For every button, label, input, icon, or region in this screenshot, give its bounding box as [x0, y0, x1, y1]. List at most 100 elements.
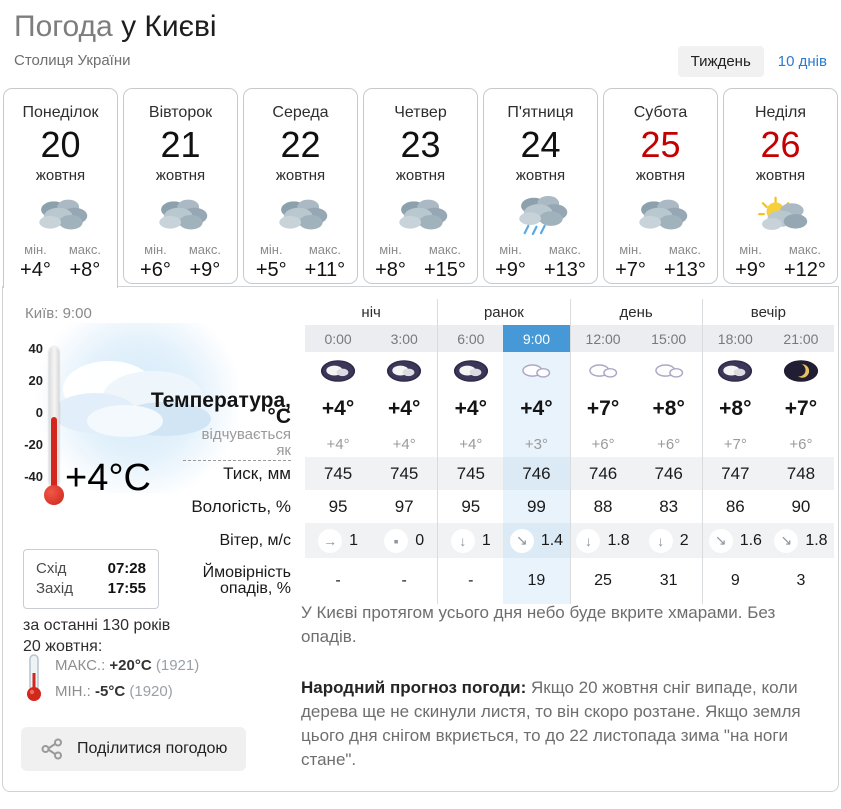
overcast-icon	[364, 192, 477, 238]
pressure-value: 746	[635, 457, 702, 490]
thermometer-mercury	[51, 417, 57, 493]
pressure-value: 746	[569, 457, 636, 490]
day-tab-20[interactable]: Понеділок 20 жовтня мін. +4° макс. +8°	[3, 88, 118, 288]
wind-speed: 1.6	[739, 531, 762, 549]
temperature-value: +8°	[652, 396, 685, 420]
time-cell-3:00[interactable]: 3:00	[371, 325, 438, 352]
max-label: макс.	[548, 242, 581, 257]
precipitation-value: 9	[701, 558, 768, 604]
wind-direction-icon: ↓	[576, 528, 601, 553]
day-tab-23[interactable]: Четвер 23 жовтня мін. +8° макс. +15°	[363, 88, 478, 284]
day-tab-24[interactable]: П'ятниця 24 жовтня мін. +9° макс. +13°	[483, 88, 598, 284]
wind-speed: 1.4	[540, 531, 564, 549]
overcast-icon	[4, 192, 117, 238]
record-max-row: МАКС.: +20°C (1921)	[55, 653, 199, 679]
wind-speed: 1.8	[607, 531, 630, 549]
min-label: мін.	[259, 242, 283, 257]
share-weather-button[interactable]: Поділитися погодою	[21, 727, 247, 771]
precipitation-row: Ймовірність опадів, % - - -19 25 31 9 3	[183, 558, 834, 604]
day-tab-26[interactable]: Неділя 26 жовтня мін. +9° макс. +12°	[723, 88, 838, 284]
tab-min-max: мін. +4° макс. +8°	[4, 242, 117, 282]
thermometer-scale-label: 40	[28, 341, 43, 356]
max-label: макс.	[788, 242, 821, 257]
pressure-value: 747	[701, 457, 768, 490]
day-tab-22[interactable]: Середа 22 жовтня мін. +5° макс. +11°	[243, 88, 358, 284]
min-label: мін.	[619, 242, 642, 257]
precipitation-value: -	[437, 558, 503, 604]
feels-like-value: +6°	[569, 427, 636, 461]
tab-date: 21	[160, 124, 201, 165]
min-temp: +6°	[140, 259, 171, 281]
time-cell-21:00[interactable]: 21:00	[767, 325, 834, 352]
sunset-label: Захід	[36, 580, 73, 597]
current-temperature: +4°C	[65, 457, 151, 499]
sunset-time: 17:55	[107, 580, 146, 597]
temperature-value: +8°	[701, 390, 768, 427]
humidity-value: 95	[437, 490, 503, 523]
pressure-value: 745	[437, 457, 504, 490]
wind-direction-icon: ↓	[648, 528, 673, 553]
day-cloud-icon	[636, 352, 702, 390]
ten-days-link[interactable]: 10 днів	[777, 53, 827, 70]
day-cloud-icon	[569, 352, 636, 390]
min-temp: +7°	[615, 259, 646, 281]
time-header-row: 0:00 3:00 6:00 9:00 12:00 15:00 18:00 21:00	[183, 325, 834, 352]
forecast-summary: У Києві протягом усього дня небо буде вк…	[301, 601, 824, 772]
day-tab-21[interactable]: Вівторок 21 жовтня мін. +6° макс. +9°	[123, 88, 238, 284]
big-cloud-illustration	[29, 323, 239, 493]
week-view-button[interactable]: Тиждень	[677, 46, 764, 77]
min-label: мін.	[144, 242, 167, 257]
wind-value: ▪ 0	[371, 523, 438, 558]
max-temp: +9°	[189, 259, 221, 281]
partly-sunny-icon	[724, 192, 837, 238]
thermometer: 40 20 0 -20 -40	[15, 341, 73, 513]
folk-forecast: Народний прогноз погоди: Якщо 20 жовтня …	[301, 676, 824, 772]
rain-icon	[484, 192, 597, 238]
tab-month: жовтня	[755, 167, 806, 184]
tab-month: жовтня	[155, 167, 206, 184]
wind-row-label: Вітер, м/с	[219, 531, 291, 549]
min-label: мін.	[379, 242, 402, 257]
wind-direction-icon: →	[318, 528, 343, 553]
wind-value: ↘ 1.4	[503, 523, 570, 558]
time-cell-9:00[interactable]: 9:00	[503, 325, 570, 352]
period-label-3: день	[569, 299, 702, 325]
time-cell-6:00[interactable]: 6:00	[437, 325, 504, 352]
share-button-label: Поділитися погодою	[77, 740, 228, 757]
time-cell-12:00[interactable]: 12:00	[569, 325, 636, 352]
tab-min-max: мін. +6° макс. +9°	[124, 242, 237, 282]
feels-like-tooltip-trigger[interactable]: відчувається як	[183, 427, 291, 461]
feels-like-value: +4°	[437, 427, 503, 461]
page-title-gray: Погода	[14, 10, 113, 43]
precipitation-value: 31	[659, 572, 678, 589]
tab-min-max: мін. +8° макс. +15°	[364, 242, 477, 282]
tab-date: 20	[40, 124, 81, 165]
wind-speed: 1.8	[805, 531, 828, 549]
max-label: макс.	[68, 242, 101, 257]
temperature-records: МАКС.: +20°C (1921) МІН.: -5°C (1920)	[23, 653, 199, 705]
humidity-row-label: Вологість, %	[191, 496, 291, 516]
min-temp: +5°	[255, 259, 287, 281]
wind-value: ↘ 1.8	[767, 523, 834, 558]
time-cell-0:00[interactable]: 0:00	[305, 325, 372, 352]
time-cell-18:00[interactable]: 18:00	[701, 325, 768, 352]
record-min-label: МІН.:	[55, 683, 91, 700]
day-summary-text: У Києві протягом усього дня небо буде вк…	[301, 603, 776, 646]
record-min-row: МІН.: -5°C (1920)	[55, 679, 199, 705]
day-tab-25[interactable]: Субота 25 жовтня мін. +7° макс. +13°	[603, 88, 718, 284]
night-cloud-icon	[371, 352, 437, 390]
time-row-spacer	[183, 325, 305, 352]
pressure-row: Тиск, мм 745 745 745 746 746 746 747 748	[183, 457, 834, 490]
pressure-value: 745	[305, 457, 372, 490]
record-max-year: (1921)	[155, 657, 200, 674]
humidity-value: 95	[328, 496, 348, 516]
time-cell-15:00[interactable]: 15:00	[635, 325, 702, 352]
records-heading-line2: 20 жовтня:	[23, 638, 103, 655]
max-temp: +12°	[783, 259, 826, 281]
temperature-value: +4°	[437, 390, 503, 427]
share-icon	[41, 738, 62, 760]
feels-like-value: +6°	[657, 435, 681, 453]
overcast-icon	[244, 192, 357, 238]
condition-icons-row	[183, 352, 834, 390]
temperature-value: +4°	[321, 396, 355, 420]
